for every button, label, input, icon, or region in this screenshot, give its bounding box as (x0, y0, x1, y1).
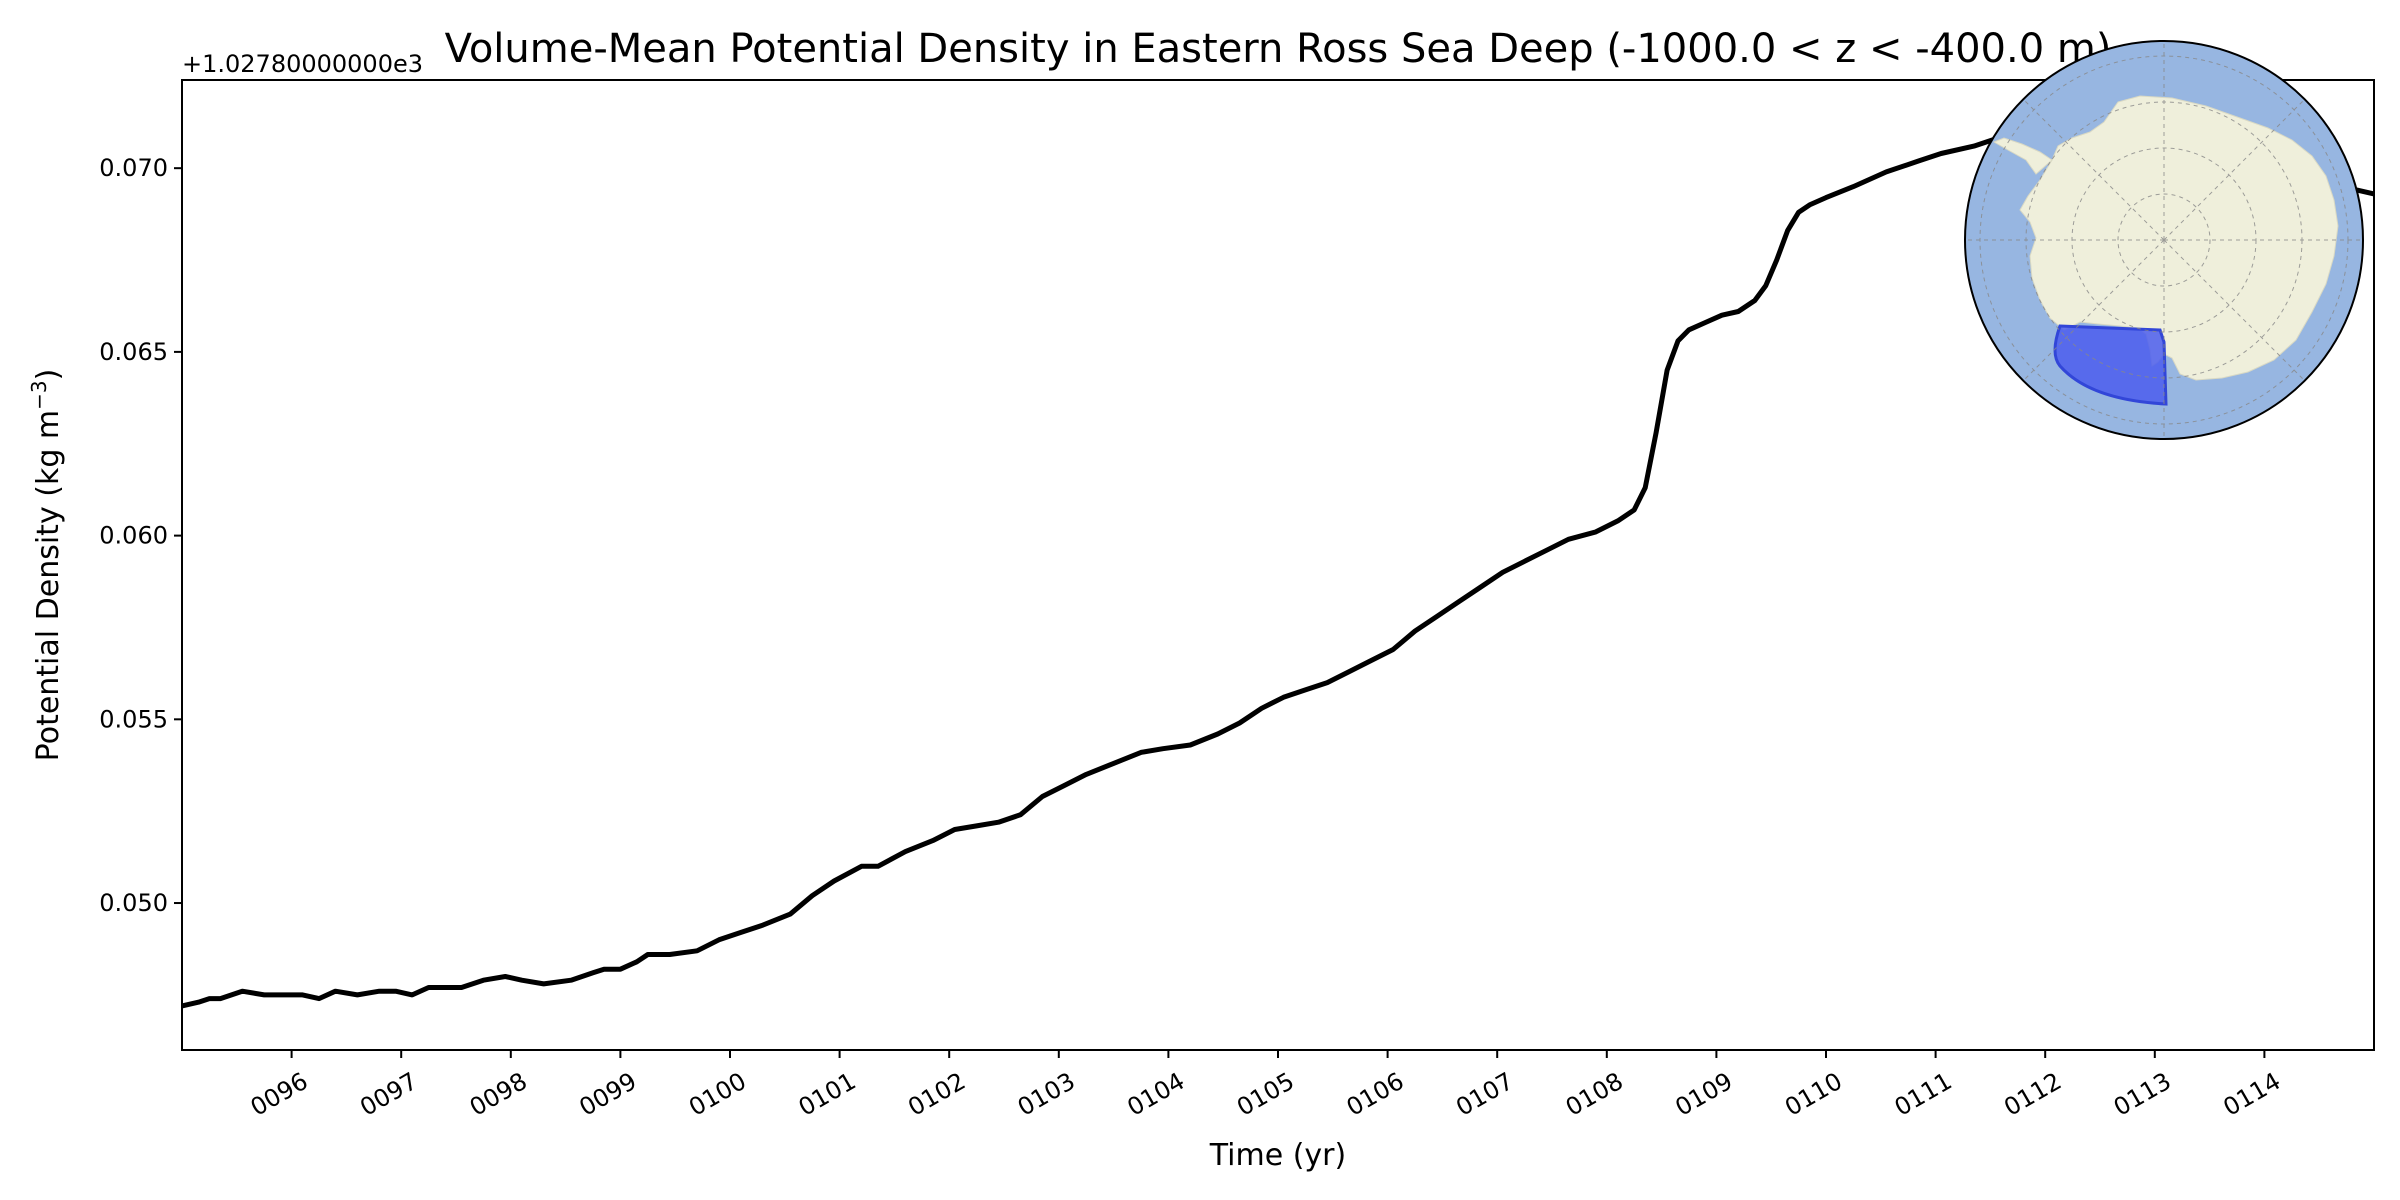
y-axis-offset-label: +1.02780000000e3 (182, 50, 423, 78)
graticule (1965, 41, 2363, 439)
x-tick-label: 0102 (903, 1067, 970, 1122)
data-series-line (182, 121, 2374, 1009)
plot-area (182, 121, 2374, 1009)
y-axis-ticks: 0.050 0.055 0.060 0.065 0.070 (99, 154, 182, 917)
x-tick-label: 0099 (575, 1067, 642, 1122)
x-tick-label: 0109 (1671, 1067, 1738, 1122)
x-tick-label: 0101 (794, 1067, 861, 1122)
y-axis-label-text: Potential Density (kg m (31, 410, 66, 761)
y-tick-label: 0.065 (99, 338, 168, 366)
y-axis-label-close: ) (31, 369, 66, 381)
y-tick-label: 0.060 (99, 522, 168, 550)
x-axis-ticks: 0096 0097 0098 0099 0100 0101 0102 0103 0104 0105… (246, 1050, 2286, 1122)
antarctic-peninsula (1992, 137, 2053, 175)
x-tick-label: 0105 (1232, 1067, 1299, 1122)
y-tick-label: 0.070 (99, 154, 168, 182)
x-tick-label: 0108 (1561, 1067, 1628, 1122)
y-tick-label: 0.050 (99, 889, 168, 917)
x-tick-label: 0111 (1890, 1067, 1957, 1122)
x-tick-label: 0107 (1451, 1067, 1518, 1122)
x-tick-label: 0106 (1342, 1067, 1409, 1122)
x-tick-label: 0103 (1013, 1067, 1080, 1122)
y-tick-label: 0.055 (99, 705, 168, 733)
x-tick-label: 0114 (2219, 1067, 2286, 1122)
x-tick-label: 0112 (1999, 1067, 2066, 1122)
x-axis-label: Time (yr) (1209, 1138, 1346, 1173)
y-axis-label: Potential Density (kg m−3) (27, 369, 66, 762)
x-tick-label: 0096 (246, 1067, 313, 1122)
x-tick-label: 0100 (684, 1067, 751, 1122)
x-tick-label: 0113 (2109, 1067, 2176, 1122)
inset-border (1964, 40, 2364, 440)
x-tick-label: 0097 (355, 1067, 422, 1122)
y-axis-label-exponent: −3 (27, 380, 51, 409)
x-tick-label: 0110 (1780, 1067, 1847, 1122)
x-tick-label: 0104 (1123, 1067, 1190, 1122)
chart-title: Volume-Mean Potential Density in Eastern… (445, 26, 2112, 72)
antarctica-inset-map (1964, 40, 2364, 440)
x-tick-label: 0098 (465, 1067, 532, 1122)
eastern-ross-sea-region (2053, 324, 2168, 406)
